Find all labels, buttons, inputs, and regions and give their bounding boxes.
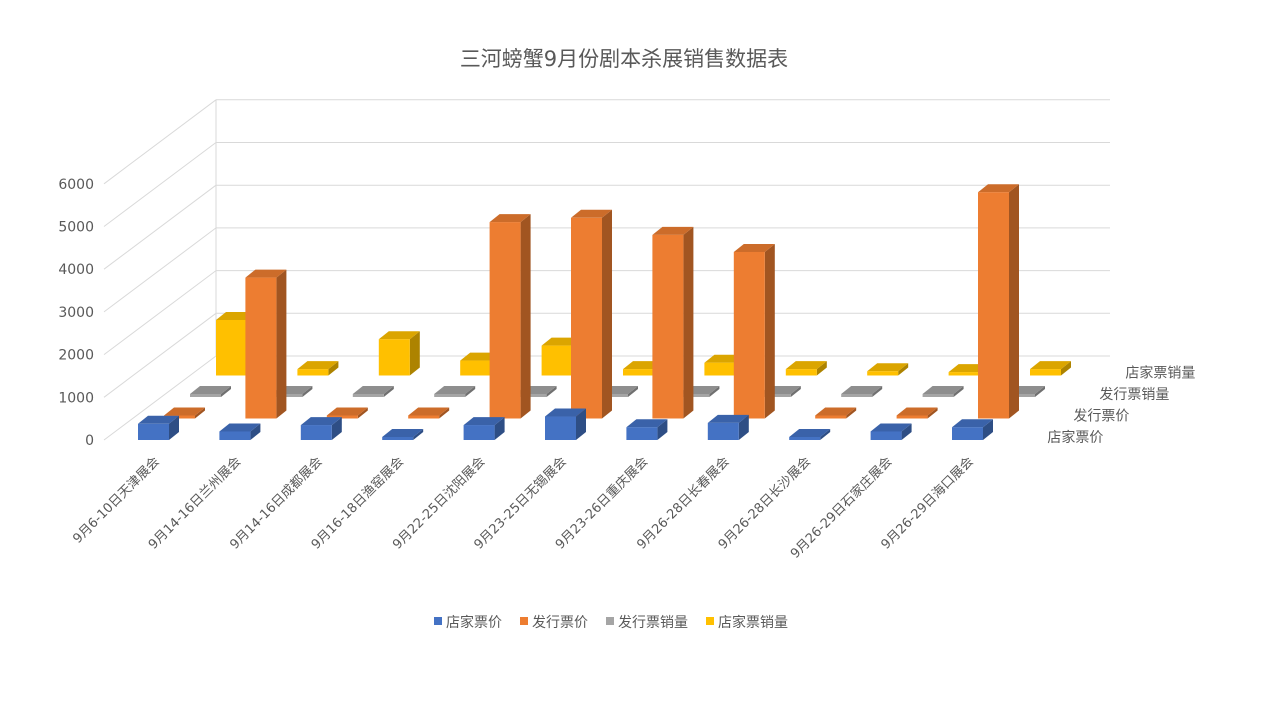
- gridline-side: [103, 270, 217, 356]
- bar: [571, 209, 612, 419]
- x-tick-label: 9月16-18日渔窑展会: [308, 454, 407, 553]
- legend: 店家票价 发行票价 发行票销量 店家票销量: [434, 614, 788, 631]
- bar: [352, 386, 394, 397]
- x-tick-label: 9月14-16日兰州展会: [146, 454, 244, 552]
- legend-item: 店家票价: [434, 614, 502, 631]
- x-tick-label: 9月6-10日天津展会: [70, 454, 162, 546]
- gridline-side: [103, 355, 217, 441]
- bar: [164, 407, 205, 419]
- series-axis-label: 店家票销量: [1125, 365, 1195, 382]
- legend-swatch: [606, 617, 614, 625]
- bar: [138, 415, 179, 440]
- bar: [382, 429, 424, 440]
- bar: [326, 407, 368, 419]
- bar: [733, 244, 775, 419]
- bar: [707, 414, 749, 440]
- bar: [545, 408, 586, 440]
- series-axis-label: 发行票价: [1073, 409, 1129, 425]
- x-tick-label: 9月23-25日无锡展会: [472, 454, 570, 552]
- bar: [815, 407, 857, 419]
- x-tick-label: 9月26-28日长春展会: [634, 454, 732, 552]
- series-axis-label: 发行票销量: [1099, 387, 1169, 403]
- legend-label: 发行票价: [532, 615, 588, 631]
- bar: [841, 386, 883, 397]
- gridline-side: [103, 227, 217, 313]
- y-axis-ticks: 0 1000 2000 3000 4000 5000 6000: [58, 177, 94, 449]
- gridline-side: [103, 184, 217, 270]
- depth-axis-series-labels: 店家票价 发行票价 发行票销量 店家票销量: [1047, 365, 1195, 447]
- x-tick-label: 9月23-26日重庆展会: [552, 454, 651, 553]
- bar: [652, 226, 694, 419]
- bar: [867, 363, 909, 376]
- bar: [300, 417, 342, 440]
- bar: [297, 361, 339, 376]
- y-tick-label: 6000: [58, 177, 94, 193]
- legend-item: 店家票销量: [706, 614, 788, 631]
- bar: [789, 429, 831, 440]
- bar: [896, 407, 938, 419]
- bar: [489, 214, 531, 419]
- bar: [408, 407, 450, 419]
- legend-label: 店家票销量: [718, 614, 788, 631]
- bar: [378, 331, 420, 376]
- gridline-side: [103, 312, 217, 398]
- x-tick-label: 9月22-25日沈阳展会: [390, 454, 488, 552]
- legend-swatch: [434, 617, 442, 625]
- y-tick-label: 1000: [58, 390, 94, 406]
- y-tick-label: 5000: [58, 220, 94, 236]
- gridline-side: [103, 142, 217, 227]
- bar: [922, 386, 964, 397]
- gridline-side: [103, 99, 217, 185]
- legend-label: 店家票价: [446, 614, 502, 631]
- bar: [463, 417, 505, 440]
- legend-swatch: [706, 617, 714, 625]
- bar: [626, 419, 668, 440]
- x-tick-label: 9月26-29日海口展会: [879, 454, 977, 552]
- y-tick-label: 2000: [58, 348, 94, 364]
- bar: [1030, 361, 1071, 376]
- y-tick-label: 3000: [58, 305, 94, 321]
- bar: [190, 386, 231, 397]
- legend-item: 发行票价: [520, 615, 588, 631]
- legend-label: 发行票销量: [618, 615, 688, 631]
- bar: [434, 386, 476, 397]
- x-tick-label: 9月14-16日成都展会: [227, 454, 325, 552]
- bar: [785, 361, 827, 376]
- y-tick-label: 0: [85, 433, 94, 449]
- legend-item: 发行票销量: [606, 615, 688, 631]
- bar: [978, 184, 1019, 419]
- bar: [219, 423, 261, 440]
- legend-swatch: [520, 617, 528, 625]
- series-axis-label: 店家票价: [1047, 429, 1103, 446]
- chart-title: 三河螃蟹9月份剧本杀展销售数据表: [460, 47, 788, 71]
- x-tick-label: 9月26-28日长沙展会: [716, 454, 814, 552]
- bar: [952, 419, 993, 440]
- y-tick-label: 4000: [58, 262, 94, 278]
- bar: [870, 423, 912, 440]
- bars: [138, 184, 1071, 440]
- x-axis-category-labels: 9月6-10日天津展会9月14-16日兰州展会9月14-16日成都展会9月16-…: [70, 454, 976, 562]
- bar: [245, 269, 287, 419]
